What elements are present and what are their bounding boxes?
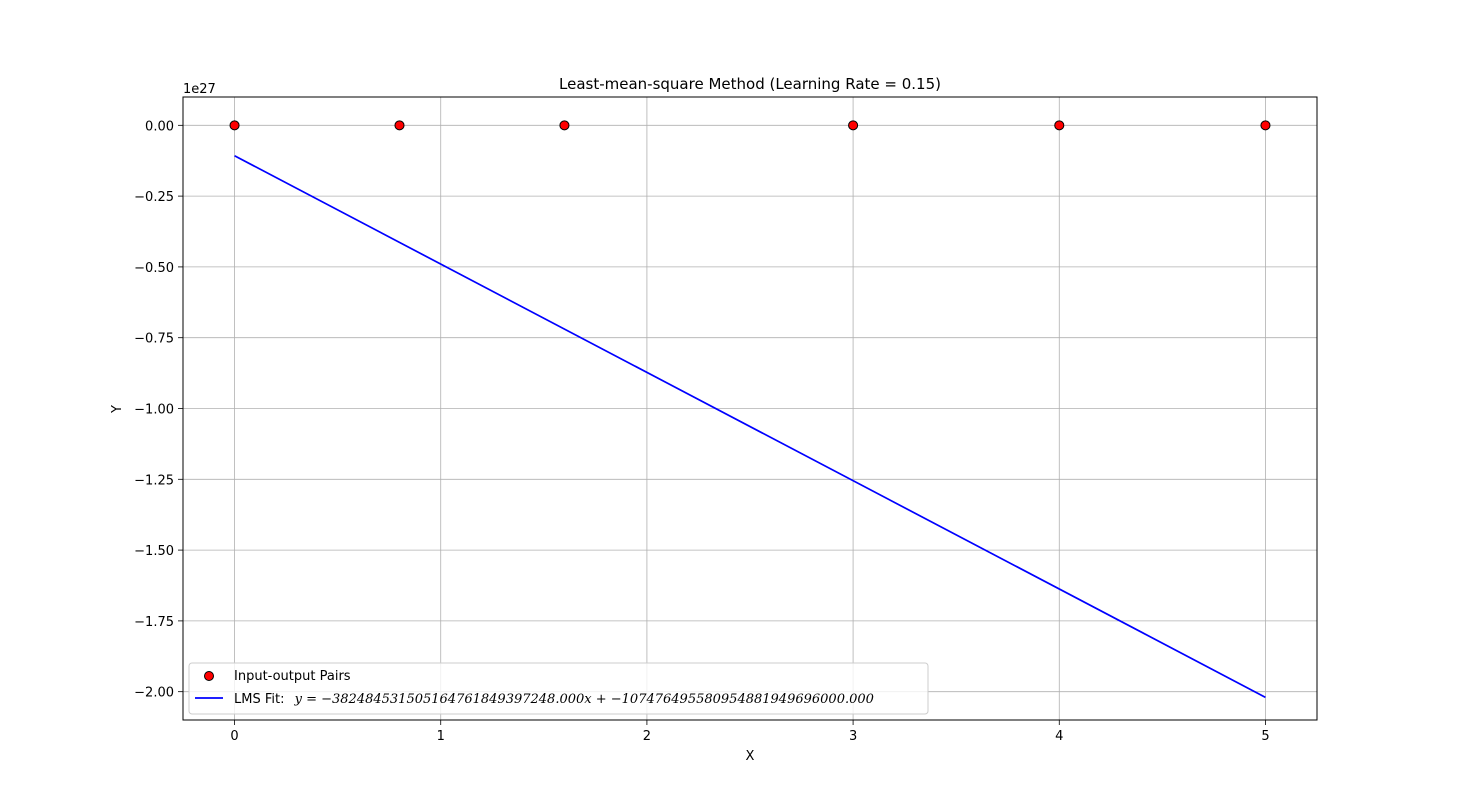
x-tick-label: 0 (230, 729, 238, 744)
y-tick-label: 0.00 (145, 119, 174, 134)
y-tick-label: −0.75 (134, 332, 174, 347)
y-axis-ticks: 0.00 −0.25 −0.50 −0.75 −1.00 −1.25 −1.50 −1.75 −… (134, 119, 183, 701)
x-tick-label: 2 (643, 729, 651, 744)
data-point (848, 120, 859, 131)
x-tick-label: 1 (437, 729, 445, 744)
legend-fit-equation: y = −382484531505164761849397248.000x + … (294, 692, 874, 707)
y-offset-text: 1e27 (183, 82, 216, 97)
x-tick-label: 4 (1055, 729, 1063, 744)
x-axis-label: X (746, 749, 755, 764)
y-tick-label: −1.25 (134, 473, 174, 488)
y-tick-label: −0.50 (134, 261, 174, 276)
y-tick-label: −1.00 (134, 403, 174, 418)
legend-scatter-marker (204, 671, 214, 681)
y-tick-label: −1.75 (134, 615, 174, 630)
legend-label-fit: LMS Fit: y = −38248453150516476184939724… (234, 692, 874, 707)
y-tick-label: −1.50 (134, 544, 174, 559)
legend-label-scatter: Input-output Pairs (234, 669, 351, 684)
x-axis-ticks: 0 1 2 3 4 5 (230, 720, 1270, 744)
fit-line-layer (234, 155, 1266, 699)
data-point (1054, 120, 1065, 131)
x-tick-label: 5 (1261, 729, 1269, 744)
data-point (229, 120, 240, 131)
x-tick-label: 3 (849, 729, 857, 744)
y-axis-label: Y (110, 405, 125, 414)
scatter-points (229, 120, 1271, 131)
legend-box (188, 662, 929, 715)
data-point (1260, 120, 1271, 131)
chart-title: Least-mean-square Method (Learning Rate … (559, 75, 941, 93)
legend: Input-output Pairs LMS Fit: y = −3824845… (188, 662, 929, 715)
legend-fit-name: LMS Fit: (234, 692, 284, 707)
data-point (394, 120, 405, 131)
data-point (559, 120, 570, 131)
y-tick-label: −2.00 (134, 686, 174, 701)
y-tick-label: −0.25 (134, 190, 174, 205)
lms-fit-line (234, 155, 1266, 699)
